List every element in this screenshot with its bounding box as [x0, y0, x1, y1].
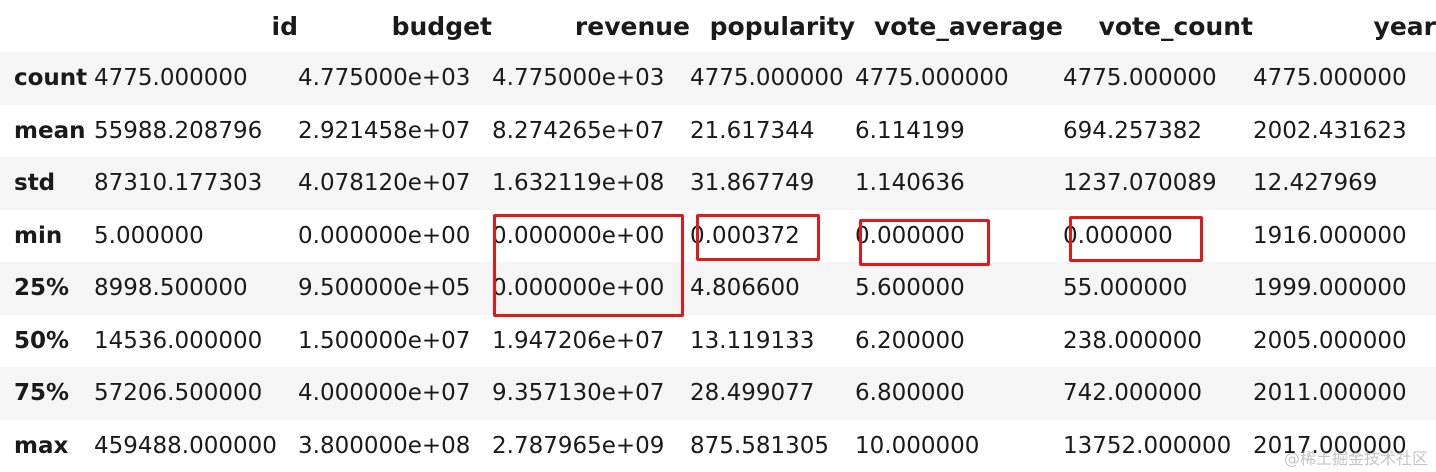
cell-id: 55988.208796 — [94, 117, 263, 144]
cell-year: 12.427969 — [1253, 170, 1378, 197]
row-label: 25% — [14, 275, 70, 302]
cell-vote-count: 1237.070089 — [1063, 170, 1217, 197]
table-row: 75% 57206.500000 4.000000e+07 9.357130e+07 2… — [0, 367, 1436, 420]
cell-revenue: 8.274265e+07 — [492, 117, 665, 144]
cell-id: 14536.000000 — [94, 327, 263, 354]
cell-vote-count: 0.000000 — [1063, 222, 1173, 249]
cell-revenue: 0.000000e+00 — [492, 222, 665, 249]
cell-popularity: 4.806600 — [690, 275, 800, 302]
cell-vote-average: 0.000000 — [855, 222, 965, 249]
column-header-budget: budget — [298, 0, 492, 52]
cell-id: 5.000000 — [94, 222, 204, 249]
cell-vote-count: 742.000000 — [1063, 380, 1203, 407]
cell-vote-count: 4775.000000 — [1063, 65, 1217, 92]
row-label: max — [14, 432, 69, 459]
cell-budget: 4.000000e+07 — [298, 380, 471, 407]
cell-vote-average: 4775.000000 — [855, 65, 1009, 92]
column-header-revenue: revenue — [492, 0, 690, 52]
cell-id: 8998.500000 — [94, 275, 248, 302]
cell-year: 2005.000000 — [1253, 327, 1407, 354]
row-label: mean — [14, 117, 86, 144]
cell-budget: 2.921458e+07 — [298, 117, 471, 144]
cell-vote-average: 10.000000 — [855, 432, 980, 459]
cell-vote-average: 6.114199 — [855, 117, 965, 144]
row-label: 50% — [14, 327, 70, 354]
column-header-id: id — [94, 0, 298, 52]
cell-id: 4775.000000 — [94, 65, 248, 92]
row-label: min — [14, 222, 63, 249]
cell-revenue: 1.947206e+07 — [492, 327, 665, 354]
column-header-vote-count: vote_count — [1063, 0, 1253, 52]
watermark-text: @稀土掘金技术社区 — [1283, 449, 1428, 468]
cell-budget: 1.500000e+07 — [298, 327, 471, 354]
cell-budget: 9.500000e+05 — [298, 275, 471, 302]
table-row: max 459488.000000 3.800000e+08 2.787965e+09… — [0, 419, 1436, 472]
cell-vote-average: 6.200000 — [855, 327, 965, 354]
cell-budget: 4.078120e+07 — [298, 170, 471, 197]
cell-revenue: 0.000000e+00 — [492, 275, 665, 302]
cell-popularity: 0.000372 — [690, 222, 800, 249]
cell-budget: 0.000000e+00 — [298, 222, 471, 249]
cell-year: 2017.000000 — [1253, 432, 1407, 459]
cell-vote-average: 6.800000 — [855, 380, 965, 407]
table-row: 50% 14536.000000 1.500000e+07 1.947206e+07 1… — [0, 314, 1436, 367]
cell-vote-count: 238.000000 — [1063, 327, 1203, 354]
cell-popularity: 875.581305 — [690, 432, 830, 459]
cell-budget: 3.800000e+08 — [298, 432, 471, 459]
cell-vote-average: 5.600000 — [855, 275, 965, 302]
cell-popularity: 13.119133 — [690, 327, 815, 354]
table-row: mean 55988.208796 2.921458e+07 8.274265e+07… — [0, 104, 1436, 157]
cell-id: 87310.177303 — [94, 170, 263, 197]
header-row: id budget revenue popularity vote_averag… — [0, 0, 1436, 52]
cell-budget: 4.775000e+03 — [298, 65, 471, 92]
column-header-popularity: popularity — [690, 0, 855, 52]
cell-vote-average: 1.140636 — [855, 170, 965, 197]
corner-cell — [0, 0, 94, 52]
cell-revenue: 1.632119e+08 — [492, 170, 665, 197]
cell-vote-count: 13752.000000 — [1063, 432, 1232, 459]
cell-year: 2002.431623 — [1253, 117, 1407, 144]
cell-revenue: 2.787965e+09 — [492, 432, 665, 459]
cell-vote-count: 55.000000 — [1063, 275, 1188, 302]
cell-id: 459488.000000 — [94, 432, 277, 459]
cell-revenue: 4.775000e+03 — [492, 65, 665, 92]
cell-popularity: 31.867749 — [690, 170, 815, 197]
cell-year: 1916.000000 — [1253, 222, 1407, 249]
cell-popularity: 21.617344 — [690, 117, 815, 144]
cell-year: 4775.000000 — [1253, 65, 1407, 92]
cell-year: 2011.000000 — [1253, 380, 1407, 407]
cell-popularity: 28.499077 — [690, 380, 815, 407]
row-label: count — [14, 65, 88, 92]
cell-revenue: 9.357130e+07 — [492, 380, 665, 407]
column-header-vote-average: vote_average — [855, 0, 1063, 52]
cell-year: 1999.000000 — [1253, 275, 1407, 302]
table-row: std 87310.177303 4.078120e+07 1.632119e+08 3… — [0, 157, 1436, 210]
table-row: 25% 8998.500000 9.500000e+05 0.000000e+00 4.… — [0, 262, 1436, 315]
table-row: count 4775.000000 4.775000e+03 4.775000e+03… — [0, 52, 1436, 105]
table-row: min 5.000000 0.000000e+00 0.000000e+00 0.000… — [0, 209, 1436, 262]
cell-id: 57206.500000 — [94, 380, 263, 407]
row-label: 75% — [14, 380, 70, 407]
cell-popularity: 4775.000000 — [690, 65, 844, 92]
cell-vote-count: 694.257382 — [1063, 117, 1203, 144]
row-label: std — [14, 170, 56, 197]
column-header-year: year — [1253, 0, 1436, 52]
